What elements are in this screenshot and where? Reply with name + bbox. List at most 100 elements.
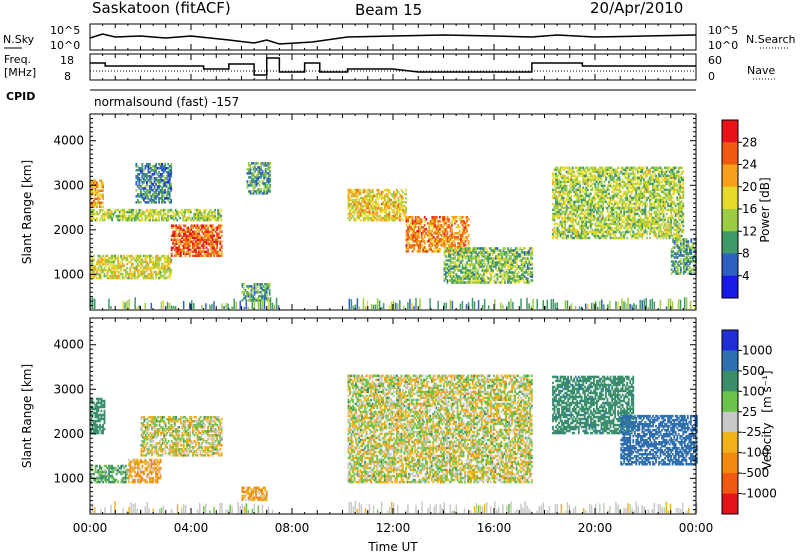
echo-cell [106, 260, 109, 264]
echo-cell [114, 208, 117, 212]
echo-cell [153, 264, 156, 268]
echo-cell [214, 248, 217, 252]
echo-cell [463, 238, 465, 241]
echo-cell [181, 244, 184, 248]
echo-cell [109, 212, 112, 216]
echo-cell [359, 192, 362, 196]
echo-cell [219, 254, 222, 258]
echo-cell [181, 236, 184, 240]
echo-cell [383, 210, 386, 214]
echo-cell [484, 281, 487, 284]
echo-cell [164, 169, 167, 172]
echo-cell [525, 259, 528, 262]
echo-cell [513, 259, 515, 262]
echo-cell [100, 179, 103, 182]
echo-cell [159, 210, 162, 214]
echo-cell [380, 206, 383, 210]
echo-cell [473, 247, 476, 250]
echo-cell [522, 271, 525, 274]
echo-cell [94, 183, 97, 186]
echo-cell [449, 244, 452, 247]
echo-cell [167, 163, 170, 166]
echo-cell [501, 251, 503, 254]
echo-cell [170, 187, 173, 190]
echo-cell [380, 196, 383, 200]
echo-cell [202, 214, 204, 218]
echo-cell [428, 228, 431, 231]
echo-cell [484, 271, 487, 274]
echo-cell [353, 198, 356, 202]
echo-cell [170, 173, 173, 176]
echo-cell [469, 249, 472, 252]
echo-cell [508, 249, 511, 252]
echo-cell [144, 258, 147, 262]
echo-cell [121, 210, 124, 214]
echo-cell [552, 232, 554, 236]
echo-cell [522, 261, 525, 264]
echo-cell [156, 179, 159, 182]
echo-cell [466, 269, 469, 272]
echo-cell [214, 208, 217, 212]
echo-cell [146, 189, 148, 192]
echo-cell [162, 169, 165, 172]
echo-cell [91, 262, 94, 266]
echo-cell [129, 210, 132, 214]
echo-cell [391, 218, 394, 222]
echo-cell [449, 251, 452, 254]
echo-cell [429, 232, 432, 235]
echo-cell [368, 210, 371, 214]
echo-cell [252, 190, 255, 193]
echo-cell [376, 210, 379, 214]
echo-cell [559, 198, 562, 202]
echo-cell [121, 216, 124, 220]
echo-cell [173, 232, 176, 235]
echo-cell [159, 177, 162, 180]
echo-cell [152, 208, 154, 212]
echo-cell [449, 240, 452, 243]
echo-cell [155, 262, 157, 266]
echo-cell [146, 197, 148, 200]
echo-cell [252, 166, 255, 169]
echo-cell [196, 252, 199, 256]
echo-cell [248, 172, 250, 175]
echo-cell [385, 202, 388, 206]
echo-cell [208, 234, 211, 237]
echo-cell [192, 250, 194, 254]
echo-cell [204, 238, 206, 242]
echo-cell [457, 279, 459, 282]
echo-cell [454, 277, 456, 280]
echo-cell [256, 285, 259, 288]
echo-cell [528, 247, 531, 250]
echo-cell [555, 194, 557, 198]
echo-cell [268, 283, 271, 286]
echo-cell [265, 299, 268, 302]
echo-cell [267, 285, 270, 288]
echo-cell [510, 275, 512, 278]
echo-cell [185, 240, 188, 244]
echo-cell [408, 224, 411, 227]
echo-cell [476, 271, 479, 274]
echo-cell [182, 238, 185, 242]
echo-cell [464, 222, 467, 225]
echo-cell [428, 238, 431, 241]
echo-cell [167, 191, 170, 194]
echo-cell [204, 244, 206, 248]
nsky-tick-top: 10^5 [50, 24, 80, 37]
echo-cell [153, 260, 156, 264]
echo-cell [94, 266, 97, 270]
echo-cell [167, 266, 170, 270]
echo-cell [570, 210, 573, 214]
echo-cell [377, 196, 380, 200]
echo-cell [202, 224, 205, 227]
echo-cell [487, 281, 490, 284]
echo-cell [446, 240, 449, 243]
echo-cell [249, 166, 252, 169]
echo-cell [399, 202, 401, 206]
echo-cell [441, 226, 444, 229]
echo-cell [516, 273, 519, 276]
echo-cell [211, 246, 214, 250]
echo-cell [205, 250, 208, 254]
echo-cell [202, 254, 205, 258]
echo-cell [507, 281, 509, 284]
echo-cell [573, 224, 576, 228]
